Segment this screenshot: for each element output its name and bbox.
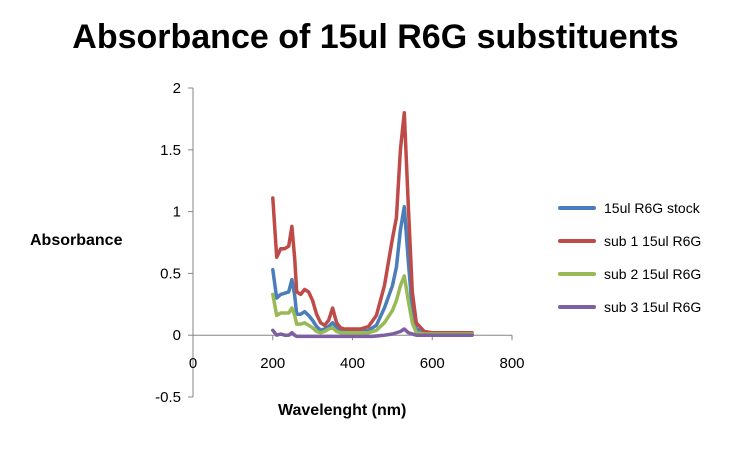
x-tick-label: 200 [260, 355, 285, 372]
legend-swatch-3 [558, 304, 596, 309]
legend-swatch-1 [558, 238, 596, 243]
legend-label-2: sub 2 15ul R6G [604, 265, 702, 282]
series-line-3 [271, 327, 474, 339]
y-tick-label: 0 [173, 327, 181, 344]
legend-label-3: sub 3 15ul R6G [604, 298, 702, 315]
series-line-0 [271, 204, 474, 336]
legend-label-1: sub 1 15ul R6G [604, 232, 702, 249]
y-tick-label: -0.5 [155, 389, 181, 406]
legend-label-0: 15ul R6G stock [604, 199, 700, 216]
legend-swatch-0 [558, 205, 596, 210]
series-line-2 [271, 274, 474, 336]
legend-item: sub 3 15ul R6G [558, 290, 701, 323]
legend-item: sub 2 15ul R6G [558, 257, 701, 290]
y-tick-label: 2 [173, 80, 181, 97]
y-tick-label: 1.5 [160, 142, 181, 159]
x-tick-label: 600 [420, 355, 445, 372]
legend: 15ul R6G stock sub 1 15ul R6G sub 2 15ul… [558, 191, 701, 323]
legend-item: 15ul R6G stock [558, 191, 701, 224]
y-axis-label: Absorbance [30, 232, 123, 249]
y-tick-label: 1 [173, 204, 181, 221]
x-tick-label: 0 [189, 355, 197, 372]
series-line-1 [271, 110, 474, 335]
legend-item: sub 1 15ul R6G [558, 224, 701, 257]
x-tick-label: 800 [499, 355, 524, 372]
y-tick-label: 0.5 [160, 265, 181, 282]
x-axis-label: Wavelenght (nm) [278, 402, 407, 419]
x-tick-label: 400 [340, 355, 365, 372]
legend-swatch-2 [558, 271, 596, 276]
chart-title: Absorbance of 15ul R6G substituents [72, 18, 679, 56]
